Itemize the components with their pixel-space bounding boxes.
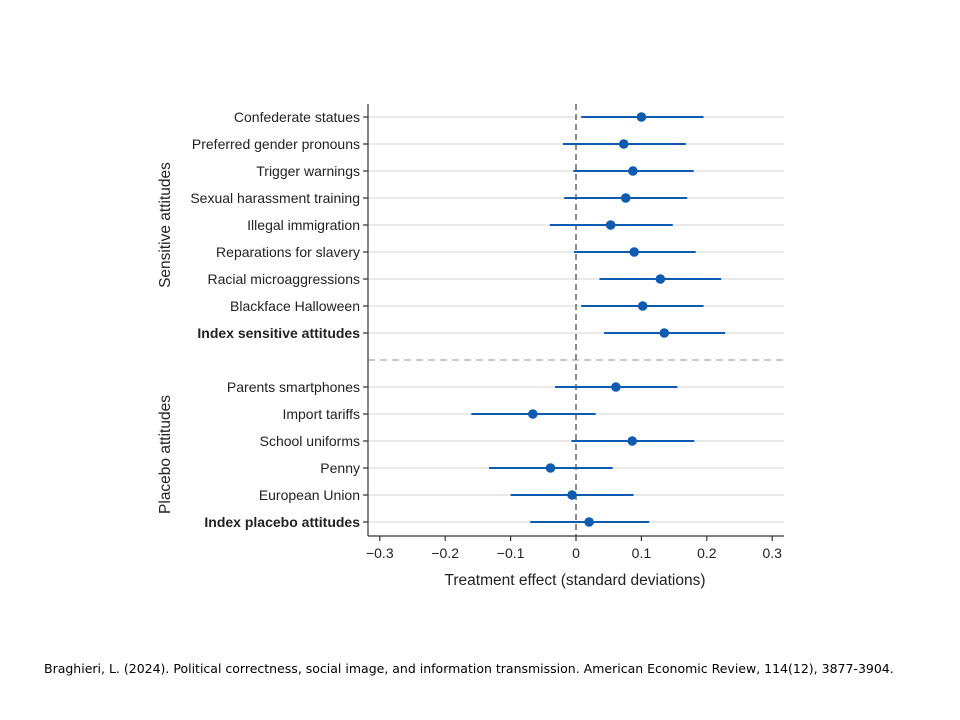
x-tick-label: −0.1 (497, 545, 525, 561)
y-tick-label: Racial microaggressions (207, 271, 360, 287)
point-estimate (655, 274, 666, 284)
x-tick-label: 0 (572, 545, 580, 561)
group-label: Sensitive attitudes (157, 162, 174, 288)
point-estimate (628, 166, 638, 176)
y-tick-label: Import tariffs (282, 406, 360, 422)
point-estimate (618, 139, 629, 149)
y-tick-label: Index sensitive attitudes (197, 325, 360, 341)
point-estimate (636, 112, 647, 122)
y-tick-label: Sexual harassment training (190, 190, 360, 206)
x-tick-label: −0.3 (366, 545, 394, 561)
x-axis-title: Treatment effect (standard deviations) (444, 572, 705, 589)
point-estimate (629, 247, 640, 257)
group-label: Placebo attitudes (157, 395, 174, 514)
point-estimate (567, 490, 577, 500)
point-estimate (584, 517, 594, 527)
y-tick-label: Confederate statues (234, 109, 360, 125)
point-estimate (620, 193, 631, 203)
point-estimate (545, 463, 556, 473)
y-tick-label: Preferred gender pronouns (192, 136, 360, 152)
y-tick-label: European Union (259, 487, 360, 503)
y-tick-label: Penny (320, 460, 360, 476)
y-tick-label: Illegal immigration (247, 217, 360, 233)
point-estimate (605, 220, 616, 230)
y-tick-label: School uniforms (260, 433, 360, 449)
x-tick-label: 0.1 (632, 545, 652, 561)
x-tick-label: 0.3 (762, 545, 782, 561)
x-tick-label: 0.2 (697, 545, 717, 561)
point-estimate (659, 328, 670, 338)
y-tick-label: Reparations for slavery (216, 244, 360, 260)
point-estimate (611, 382, 621, 392)
point-estimate (637, 301, 648, 311)
x-tick-label: −0.2 (431, 545, 459, 561)
y-tick-label: Blackface Halloween (230, 298, 360, 314)
point-estimate (528, 409, 538, 419)
y-tick-label: Index placebo attitudes (204, 514, 360, 530)
y-tick-label: Trigger warnings (256, 163, 360, 179)
citation: Braghieri, L. (2024). Political correctn… (44, 661, 894, 676)
point-estimate (627, 436, 638, 446)
y-tick-label: Parents smartphones (227, 379, 360, 395)
